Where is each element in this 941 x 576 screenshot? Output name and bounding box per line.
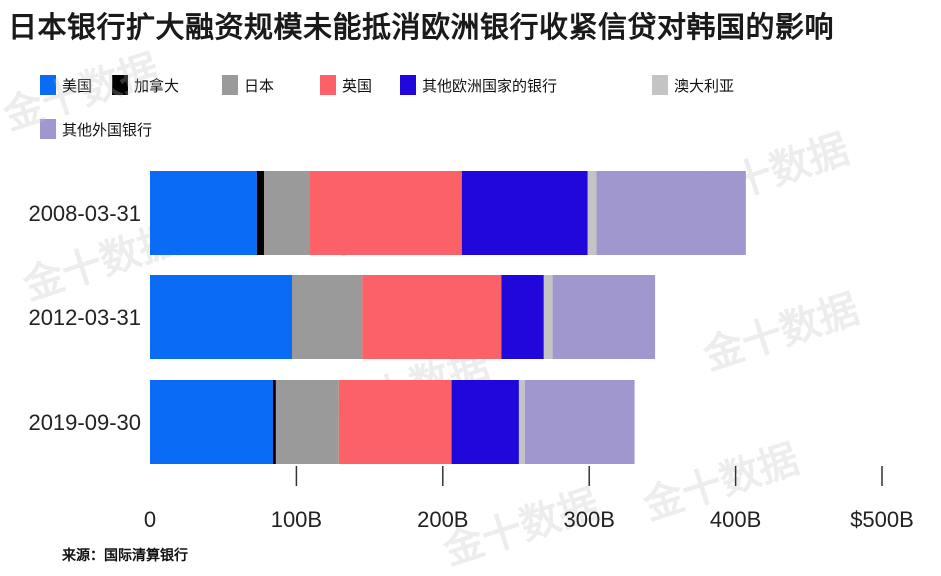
- bar-segment: [264, 171, 310, 255]
- bar-segment: [292, 275, 363, 359]
- legend-label: 英国: [342, 76, 373, 95]
- legend-label: 加拿大: [134, 76, 180, 95]
- x-tick-label: 300B: [564, 507, 615, 532]
- legend-swatch: [112, 75, 128, 95]
- bar-segment: [461, 171, 588, 255]
- legend-item: 加拿大: [112, 74, 179, 96]
- x-tick-label: 100B: [271, 507, 322, 532]
- legend-item: 其他欧洲国家的银行: [400, 74, 557, 96]
- bar-segment: [524, 380, 635, 464]
- legend-item: 英国: [320, 74, 372, 96]
- x-tick-label: 200B: [417, 507, 468, 532]
- legend-label: 澳大利亚: [674, 76, 735, 95]
- bar-segment: [272, 380, 276, 464]
- bar-segment: [309, 171, 462, 255]
- legend-swatch: [320, 75, 336, 95]
- bar-segment: [587, 171, 597, 255]
- bar-segment: [150, 171, 257, 255]
- legend-label: 美国: [62, 76, 93, 95]
- x-tick-label: $500B: [850, 507, 914, 532]
- legend-item: 美国: [40, 74, 92, 96]
- bar-segment: [275, 380, 339, 464]
- bar-segment: [552, 275, 656, 359]
- legend-swatch: [222, 75, 238, 95]
- legend-label: 其他外国银行: [62, 120, 153, 139]
- bar-segment: [451, 380, 519, 464]
- legend-swatch: [40, 75, 56, 95]
- bar-segment: [501, 275, 544, 359]
- legend-swatch: [652, 75, 668, 95]
- legend-label: 日本: [244, 76, 275, 95]
- bar-segment: [596, 171, 746, 255]
- legend-item: 澳大利亚: [652, 74, 734, 96]
- chart-title: 日本银行扩大融资规模未能抵消欧洲银行收紧信贷对韩国的影响: [8, 10, 835, 44]
- bar-segment: [256, 171, 265, 255]
- x-tick-label: 400B: [710, 507, 761, 532]
- legend-swatch: [40, 119, 56, 139]
- legend-item: 其他外国银行: [40, 118, 152, 140]
- chart-legend: 美国 加拿大 日本 英国 其他欧洲国家的银行 澳大利亚其他外国银行: [40, 70, 920, 150]
- category-label: 2008-03-31: [28, 201, 141, 226]
- bar-segment: [362, 275, 502, 359]
- bar-segment: [543, 275, 553, 359]
- bar-segment: [150, 275, 293, 359]
- bar-segment: [338, 380, 452, 464]
- legend-swatch: [400, 75, 416, 95]
- legend-item: 日本: [222, 74, 274, 96]
- bar-segment: [150, 380, 273, 464]
- category-label: 2019-09-30: [28, 410, 141, 435]
- source-note: 来源：国际清算银行: [62, 548, 188, 564]
- bar-segment: [518, 380, 525, 464]
- x-tick-label: 0: [144, 507, 156, 532]
- category-label: 2012-03-31: [28, 305, 141, 330]
- legend-label: 其他欧洲国家的银行: [422, 76, 558, 95]
